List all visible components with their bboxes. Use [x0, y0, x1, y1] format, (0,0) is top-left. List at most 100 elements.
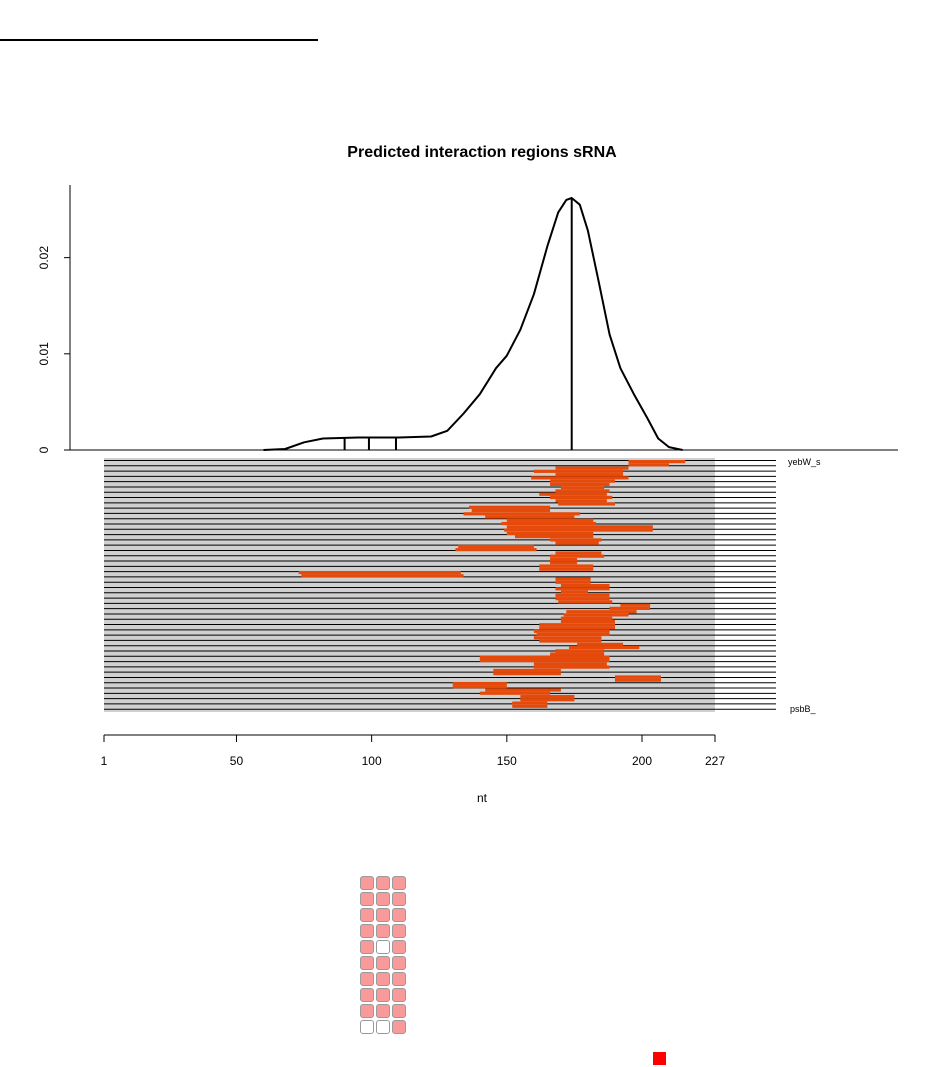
interaction-segment: [463, 512, 580, 516]
x-tick-label: 100: [362, 754, 382, 768]
interaction-segment: [550, 495, 613, 500]
interaction-segment: [468, 505, 551, 509]
interaction-segment: [539, 639, 602, 643]
interaction-segment: [614, 675, 661, 679]
interaction-segment: [455, 548, 537, 552]
track-label: psbB_: [790, 704, 817, 714]
grid-cell: [392, 876, 406, 890]
grid-cell: [392, 924, 406, 938]
x-tick-label: 1: [101, 754, 108, 768]
x-tick-label: 200: [632, 754, 652, 768]
interaction-segment: [558, 502, 615, 506]
interaction-segment: [550, 652, 605, 656]
interaction-segment: [555, 597, 610, 601]
interaction-segment: [506, 518, 594, 522]
grid-cell: [376, 940, 390, 954]
interaction-segment: [458, 544, 534, 549]
grid-cell: [392, 972, 406, 986]
interaction-segment: [452, 681, 507, 686]
grid-cell: [392, 956, 406, 970]
y-tick-label: 0: [37, 446, 51, 453]
interaction-segment: [506, 531, 594, 535]
grid-cell: [360, 988, 374, 1002]
grid-cell: [376, 876, 390, 890]
interaction-segment: [566, 610, 637, 614]
interaction-segment: [558, 600, 613, 604]
interaction-segment: [560, 619, 615, 624]
interaction-segment: [555, 466, 629, 470]
interaction-segment: [555, 489, 610, 493]
track-background: [104, 458, 715, 712]
interaction-segment: [479, 655, 610, 659]
x-tick-label: 150: [497, 754, 517, 768]
x-tick-label: 227: [705, 754, 725, 768]
grid-cell: [392, 1020, 406, 1034]
grid-cell: [360, 940, 374, 954]
x-tick-label: 50: [230, 754, 244, 768]
interaction-segment: [504, 528, 653, 532]
grid-cell: [376, 1004, 390, 1018]
interaction-segment: [298, 570, 461, 575]
interaction-segment: [531, 476, 629, 480]
interaction-segment: [628, 460, 686, 464]
interaction-segment: [485, 515, 575, 519]
interaction-segment: [512, 704, 548, 708]
interaction-segment: [533, 662, 607, 666]
density-plot: 0 0.01 0.02: [37, 185, 898, 453]
interaction-segment: [555, 551, 602, 555]
grid-cell: [376, 972, 390, 986]
interaction-segment: [533, 469, 624, 473]
interaction-segment: [555, 593, 610, 597]
interaction-segment: [506, 525, 653, 529]
interaction-segment: [550, 538, 602, 542]
interaction-segment: [560, 616, 613, 620]
track-panel: yebW_s psbB_: [104, 457, 821, 714]
x-axis-label: nt: [477, 791, 488, 805]
interaction-segment: [560, 486, 605, 490]
interaction-segment: [555, 499, 607, 503]
interaction-segment: [514, 534, 594, 539]
interaction-segment: [479, 658, 610, 663]
grid-cell: [392, 892, 406, 906]
chart-title: Predicted interaction regions sRNA: [347, 144, 617, 161]
grid-cell: [376, 892, 390, 906]
density-curve: [263, 197, 683, 451]
interaction-segment: [539, 567, 594, 571]
interaction-segment: [533, 629, 610, 633]
interaction-segment: [493, 672, 561, 676]
grid-cell: [392, 908, 406, 922]
x-axis: 1 50 100 150 200 227: [101, 734, 725, 768]
interaction-segment: [555, 587, 610, 591]
interaction-segment: [485, 688, 561, 692]
interaction-segment: [452, 685, 507, 689]
grid-cell: [392, 940, 406, 954]
interaction-segment: [550, 479, 615, 483]
header-rule: [0, 39, 318, 41]
grid-cell: [392, 988, 406, 1002]
grid-cell: [360, 908, 374, 922]
interaction-segment: [560, 584, 610, 588]
red-marker: [653, 1052, 666, 1065]
interaction-segment: [512, 701, 548, 705]
interaction-segment: [555, 649, 605, 653]
interaction-segment: [539, 626, 615, 630]
grid-cell: [376, 908, 390, 922]
y-tick-label: 0.02: [37, 246, 51, 270]
grid-cell: [360, 892, 374, 906]
grid-cell: [376, 924, 390, 938]
interaction-segment: [550, 557, 578, 562]
interaction-segment: [301, 574, 464, 578]
interaction-segment: [539, 564, 594, 568]
grid-cell: [360, 1004, 374, 1018]
y-tick-label: 0.01: [37, 342, 51, 366]
interaction-segment: [536, 632, 610, 637]
interaction-segment: [550, 554, 605, 558]
interaction-segment: [620, 603, 651, 607]
interaction-segment: [555, 577, 591, 581]
interaction-segment: [520, 694, 575, 699]
interaction-segment: [550, 482, 610, 486]
grid-cell: [360, 876, 374, 890]
grid-cell: [376, 1020, 390, 1034]
interaction-segment: [520, 698, 575, 702]
interaction-chart: Predicted interaction regions sRNA 0 0.01…: [37, 144, 898, 805]
